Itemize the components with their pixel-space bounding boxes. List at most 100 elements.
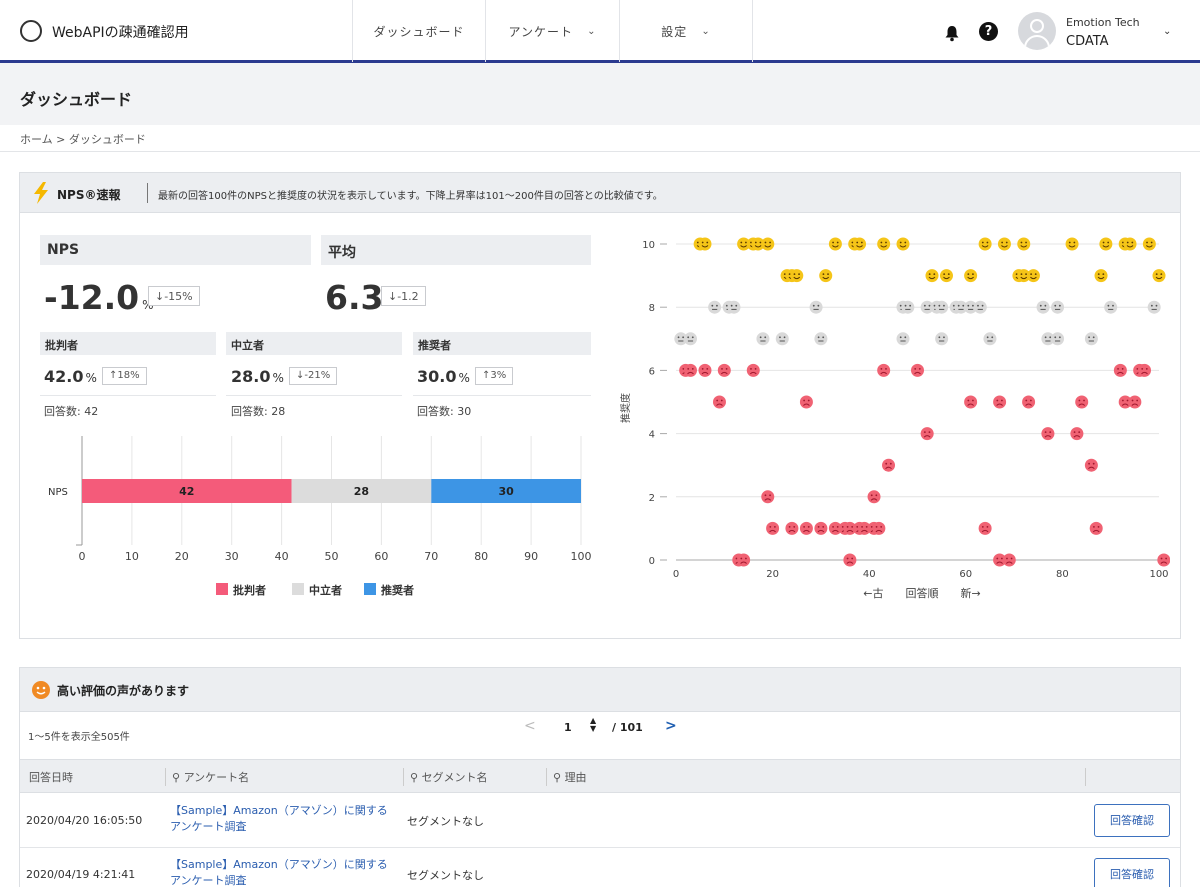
- detractor-point: [1138, 363, 1152, 377]
- passive-point: [683, 332, 697, 346]
- detractor-point: [746, 363, 760, 377]
- passive-point: [809, 300, 823, 314]
- user-name[interactable]: CDATA: [1066, 34, 1109, 49]
- pager-spinner-icon[interactable]: ▲ ▼: [590, 716, 597, 733]
- bar-x-tick-label: 80: [474, 550, 488, 563]
- table-header: 回答日時 ⚲ アンケート名 ⚲ セグメント名 ⚲ 理由: [20, 759, 1180, 793]
- bar-data-label: 28: [354, 485, 369, 498]
- passive-point: [727, 300, 741, 314]
- breadcrumb-bar: ホーム > ダッシュボード: [0, 125, 1200, 152]
- bar-x-tick-label: 90: [524, 550, 538, 563]
- promoter-point: [761, 237, 775, 251]
- chevron-down-icon: ⌄: [587, 25, 597, 37]
- user-org[interactable]: Emotion Tech: [1066, 16, 1140, 29]
- row-survey-link[interactable]: 【Sample】Amazon（アマゾン）に関するアンケート調査: [170, 804, 388, 833]
- detractor-label: 批判者: [40, 332, 216, 355]
- avg-delta-badge: ↓-1.2: [381, 286, 426, 306]
- column-header-segment[interactable]: ⚲ セグメント名: [410, 771, 488, 784]
- bar-x-tick-label: 70: [424, 550, 438, 563]
- detractor-point: [1089, 521, 1103, 535]
- pager-next-button[interactable]: >: [665, 718, 677, 734]
- user-menu-chevron-icon[interactable]: ⌄: [1163, 26, 1172, 37]
- scatter-x-tick-label: 60: [959, 569, 972, 580]
- promoter-point: [964, 269, 978, 283]
- legend-swatch: [292, 583, 304, 595]
- passive-point: [756, 332, 770, 346]
- pager-current-page[interactable]: 1: [564, 721, 572, 734]
- search-icon[interactable]: ⚲: [410, 771, 422, 784]
- nav-tab-settings[interactable]: 設定 ⌄: [619, 0, 752, 62]
- table-row: 2020/04/19 4:21:41 【Sample】Amazon（アマゾン）に…: [20, 848, 1180, 887]
- nps-delta-badge: ↓-15%: [148, 286, 200, 306]
- breadcrumb[interactable]: ホーム > ダッシュボード: [20, 133, 146, 146]
- help-icon[interactable]: ?: [979, 22, 998, 41]
- chevron-down-icon: ⌄: [701, 25, 711, 37]
- detractor-point: [1157, 553, 1170, 567]
- pager-prev-button[interactable]: <: [524, 718, 536, 734]
- scatter-y-tick-label: 4: [649, 430, 655, 441]
- promoter-point: [1026, 269, 1040, 283]
- search-icon[interactable]: ⚲: [172, 771, 184, 784]
- bar-x-tick-label: 20: [175, 550, 189, 563]
- passive-delta-badge: ↓-21%: [289, 367, 338, 385]
- divider: [147, 183, 148, 203]
- detractor-point: [799, 521, 813, 535]
- confirm-answer-button[interactable]: 回答確認: [1094, 858, 1170, 887]
- row-survey-link[interactable]: 【Sample】Amazon（アマゾン）に関するアンケート調査: [170, 858, 388, 887]
- promoter-point: [1152, 269, 1166, 283]
- detractor-point: [920, 427, 934, 441]
- bar-data-label: 30: [498, 485, 514, 498]
- detractor-point: [1084, 458, 1098, 472]
- scatter-x-tick-label: 0: [673, 569, 679, 580]
- passive-point: [901, 300, 915, 314]
- column-header-survey[interactable]: ⚲ アンケート名: [172, 771, 250, 784]
- scatter-x-tick-label: 100: [1149, 569, 1168, 580]
- promoter-point: [1099, 237, 1113, 251]
- nav-tab-dashboard[interactable]: ダッシュボード: [352, 0, 485, 62]
- column-header-date[interactable]: 回答日時: [29, 771, 73, 784]
- passive-point: [708, 300, 722, 314]
- nps-value: -12.0%: [44, 278, 154, 317]
- promoter-point: [751, 237, 765, 251]
- column-header-reason[interactable]: ⚲ 理由: [553, 771, 587, 784]
- passive-label: 中立者: [226, 332, 402, 355]
- scatter-y-tick-label: 10: [642, 240, 655, 251]
- row-segment: セグメントなし: [407, 869, 484, 882]
- nav-tab-survey-label: アンケート: [508, 24, 574, 39]
- row-date: 2020/04/19 4:21:41: [26, 868, 136, 881]
- promoter-point: [1142, 237, 1156, 251]
- nav-divider: [752, 0, 753, 62]
- scatter-x-axis-label: ←古 回答順 新→: [863, 586, 980, 600]
- detractor-point: [766, 521, 780, 535]
- promoter-point: [877, 237, 891, 251]
- detractor-point: [911, 363, 924, 377]
- detractor-point: [964, 395, 978, 409]
- passive-value: 28.0%: [231, 367, 284, 386]
- avg-value: 6.3: [325, 278, 384, 317]
- nav-tab-survey[interactable]: アンケート ⌄: [485, 0, 619, 62]
- nav-tab-settings-label: 設定: [661, 24, 688, 39]
- legend-label: 批判者: [233, 583, 266, 597]
- promoter-point: [828, 237, 842, 251]
- passive-point: [775, 332, 789, 346]
- result-range: 1〜5件を表示全505件: [28, 732, 130, 743]
- legend-label: 推奨者: [381, 583, 414, 597]
- confirm-answer-button[interactable]: 回答確認: [1094, 804, 1170, 837]
- passive-point: [1051, 332, 1065, 346]
- passive-point: [1147, 300, 1161, 314]
- search-icon[interactable]: ⚲: [553, 771, 565, 784]
- scatter-y-axis-label: 推奨度: [619, 393, 632, 423]
- bell-icon[interactable]: [943, 24, 961, 42]
- top-nav: WebAPIの疎通確認用 ダッシュボード アンケート ⌄ 設定 ⌄ ? Emot…: [0, 0, 1200, 63]
- promoter-point: [737, 237, 751, 251]
- page-title: ダッシュボード: [20, 90, 133, 109]
- nps-panel-title: NPS®速報: [57, 188, 121, 202]
- scatter-x-tick-label: 20: [766, 569, 779, 580]
- positive-voices-panel: 高い評価の声があります 1〜5件を表示全505件 < 1 ▲ ▼ / 101 > …: [19, 667, 1181, 887]
- nps-stacked-bar-chart: 0 10 20 30 40 50 60 70 80 90 100 NPS 42 28 30 批判者 中立者 推奨者: [48, 436, 592, 597]
- nav-tab-dashboard-label: ダッシュボード: [373, 24, 465, 39]
- detractor-point: [814, 521, 828, 535]
- app-title[interactable]: WebAPIの疎通確認用: [52, 25, 189, 41]
- avatar[interactable]: [1018, 12, 1056, 50]
